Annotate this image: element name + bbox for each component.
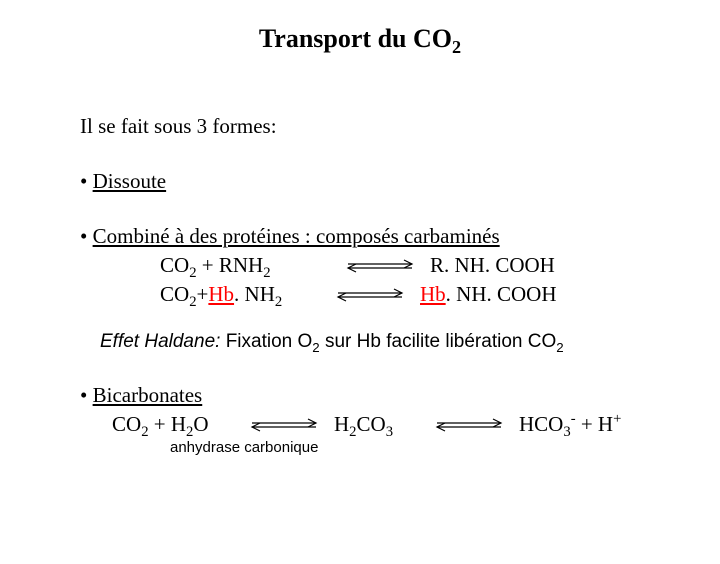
title-sub: 2 [452,37,461,57]
reaction-3-c: HCO3- + H+ [519,412,621,437]
effect-label: Effet Haldane: [100,331,220,352]
double-arrow-icon [330,288,410,302]
reaction-2-rhs: Hb. NH. COOH [420,282,557,307]
reaction-1-rhs: R. NH. COOH [430,253,555,278]
reaction-3-a: CO2 + H2O [112,412,234,437]
hb-red-1: Hb [208,282,234,306]
bullet-2: • Combiné à des protéines : composés car… [80,224,720,249]
reaction-3: CO2 + H2O H2CO3 HCO3- + H+ [112,412,720,437]
effect-haldane: Effet Haldane: Fixation O2 sur Hb facili… [100,331,720,353]
reaction-3-b: H2CO3 [334,412,419,437]
reaction-1: CO2 + RNH2 R. NH. COOH [160,253,720,278]
bullet-1-marker: • [80,169,93,193]
bullet-1: • Dissoute [80,169,720,194]
hb-red-2: Hb [420,282,446,306]
subtitle: Il se fait sous 3 formes: [80,114,720,139]
bullet-3-label: Bicarbonates [93,383,203,407]
bullet-3-marker: • [80,383,93,407]
double-arrow-icon [340,259,420,273]
bullet-2-label: Combiné à des protéines : composés carba… [93,224,500,248]
bullet-3: • Bicarbonates [80,383,720,408]
double-arrow-icon [429,418,509,432]
reaction-1-lhs: CO2 + RNH2 [160,253,330,278]
annotation-anhydrase: anhydrase carbonique [170,439,720,456]
slide-title: Transport du CO2 [0,24,720,54]
reaction-2-lhs: CO2+Hb. NH2 [160,282,320,307]
reaction-2: CO2+Hb. NH2 Hb. NH. COOH [160,282,720,307]
double-arrow-icon [244,418,324,432]
bullet-1-label: Dissoute [93,169,167,193]
title-text: Transport du CO [259,24,452,53]
bullet-2-marker: • [80,224,93,248]
